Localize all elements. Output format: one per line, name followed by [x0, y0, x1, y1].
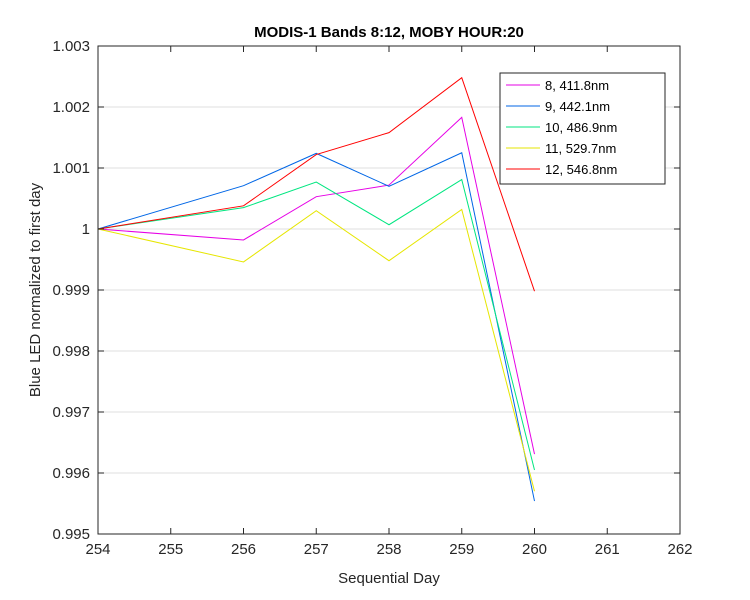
legend: 8, 411.8nm 9, 442.1nm 10, 486.9nm 11, 529.7… — [499, 72, 666, 185]
series-line — [97, 208, 535, 492]
y-tick-label: 1.003 — [52, 38, 90, 55]
series-line — [97, 152, 535, 502]
y-tick-label: 0.998 — [52, 343, 90, 360]
x-tick-label: 257 — [304, 541, 329, 558]
x-tick-label: 262 — [667, 541, 692, 558]
legend-label: 8, 411.8nm — [545, 78, 609, 93]
x-tick-label: 258 — [376, 541, 401, 558]
series-line — [97, 116, 535, 455]
y-tick-label: 0.997 — [52, 404, 90, 421]
series-line — [97, 178, 535, 471]
series-lines — [97, 76, 535, 502]
y-tick-label: 0.999 — [52, 282, 90, 299]
x-tick-label: 261 — [595, 541, 620, 558]
y-axis-label: Blue LED normalized to first day — [27, 182, 44, 397]
y-tick-label: 0.995 — [52, 526, 90, 543]
x-tick-label: 255 — [158, 541, 183, 558]
y-tick-label: 1.001 — [52, 160, 90, 177]
x-axis-label: Sequential Day — [338, 570, 440, 587]
chart-title: MODIS-1 Bands 8:12, MOBY HOUR:20 — [254, 24, 524, 41]
x-tick-label: 259 — [449, 541, 474, 558]
legend-box — [499, 72, 666, 185]
series-line — [97, 76, 535, 292]
legend-label: 10, 486.9nm — [545, 120, 617, 135]
x-tick-label: 256 — [231, 541, 256, 558]
x-tick-label: 260 — [522, 541, 547, 558]
axis-ticks: 254 255 256 257 258 259 260 261 262 0.995 0.996 0.9… — [52, 38, 692, 558]
y-tick-label: 1 — [82, 221, 90, 238]
legend-label: 9, 442.1nm — [545, 99, 610, 114]
x-tick-label: 254 — [85, 541, 110, 558]
legend-label: 11, 529.7nm — [545, 141, 616, 156]
y-tick-label: 1.002 — [52, 99, 90, 116]
legend-label: 12, 546.8nm — [545, 162, 617, 177]
y-tick-label: 0.996 — [52, 465, 90, 482]
